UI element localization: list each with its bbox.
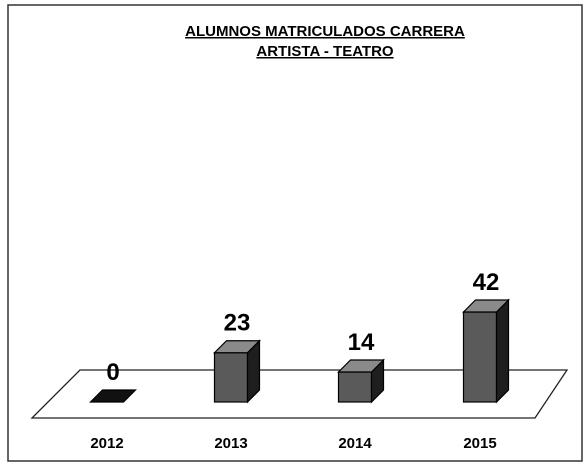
floor — [30, 369, 569, 419]
bar-side — [495, 298, 510, 404]
data-label: 23 — [224, 310, 251, 337]
bar-top — [89, 389, 137, 403]
bar-front — [213, 352, 249, 403]
data-label: 0 — [106, 359, 119, 386]
data-label: 42 — [473, 269, 500, 296]
bar-front — [337, 371, 373, 403]
x-tick-label: 2013 — [214, 435, 247, 452]
bar-top — [337, 359, 385, 373]
chart-title: ARTISTA - TEATRO — [256, 43, 394, 60]
data-label: 14 — [348, 329, 375, 356]
x-tick-label: 2015 — [463, 435, 496, 452]
bar-top — [462, 299, 510, 313]
bar-front — [462, 311, 498, 403]
bar-top — [213, 340, 261, 354]
x-tick-label: 2012 — [90, 435, 123, 452]
chart-title: ALUMNOS MATRICULADOS CARRERA — [185, 23, 465, 40]
x-tick-label: 2014 — [338, 435, 372, 452]
